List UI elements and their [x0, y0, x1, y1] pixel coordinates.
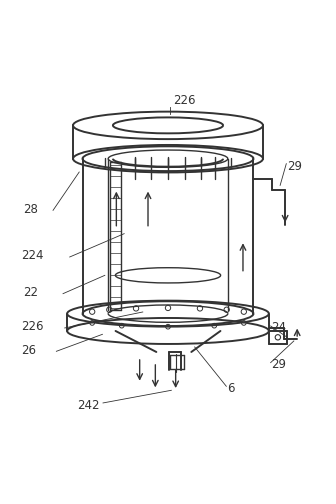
- Text: 226: 226: [21, 321, 43, 334]
- Text: 242: 242: [77, 399, 100, 412]
- Text: 26: 26: [21, 344, 36, 357]
- Text: 28: 28: [23, 203, 38, 216]
- Text: 226: 226: [173, 94, 196, 107]
- Text: 6: 6: [227, 382, 235, 395]
- Text: 22: 22: [23, 286, 38, 299]
- Text: 224: 224: [21, 249, 43, 263]
- Text: 24: 24: [271, 322, 286, 335]
- Text: 29: 29: [271, 358, 286, 371]
- Text: 29: 29: [287, 160, 302, 172]
